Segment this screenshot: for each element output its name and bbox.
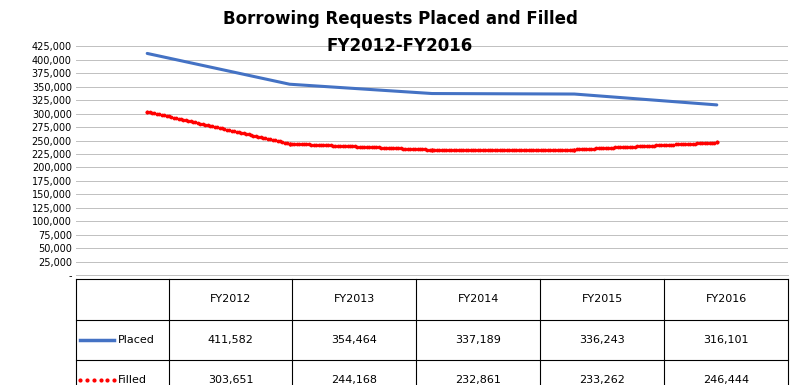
Text: 337,189: 337,189 [455, 335, 502, 345]
Text: FY2015: FY2015 [582, 295, 622, 304]
Text: 232,861: 232,861 [455, 375, 502, 385]
Text: Filled: Filled [118, 375, 147, 385]
Text: FY2014: FY2014 [458, 295, 499, 304]
Text: FY2013: FY2013 [334, 295, 375, 304]
Text: 354,464: 354,464 [331, 335, 378, 345]
Text: Borrowing Requests Placed and Filled: Borrowing Requests Placed and Filled [222, 10, 578, 28]
Text: FY2016: FY2016 [706, 295, 746, 304]
Text: 411,582: 411,582 [207, 335, 254, 345]
Text: 233,262: 233,262 [579, 375, 625, 385]
Text: FY2012-FY2016: FY2012-FY2016 [327, 37, 473, 55]
Text: 244,168: 244,168 [331, 375, 378, 385]
Text: 316,101: 316,101 [703, 335, 749, 345]
Text: 336,243: 336,243 [579, 335, 625, 345]
Text: FY2012: FY2012 [210, 295, 251, 304]
Text: Placed: Placed [118, 335, 155, 345]
Text: 246,444: 246,444 [703, 375, 749, 385]
Text: 303,651: 303,651 [208, 375, 254, 385]
